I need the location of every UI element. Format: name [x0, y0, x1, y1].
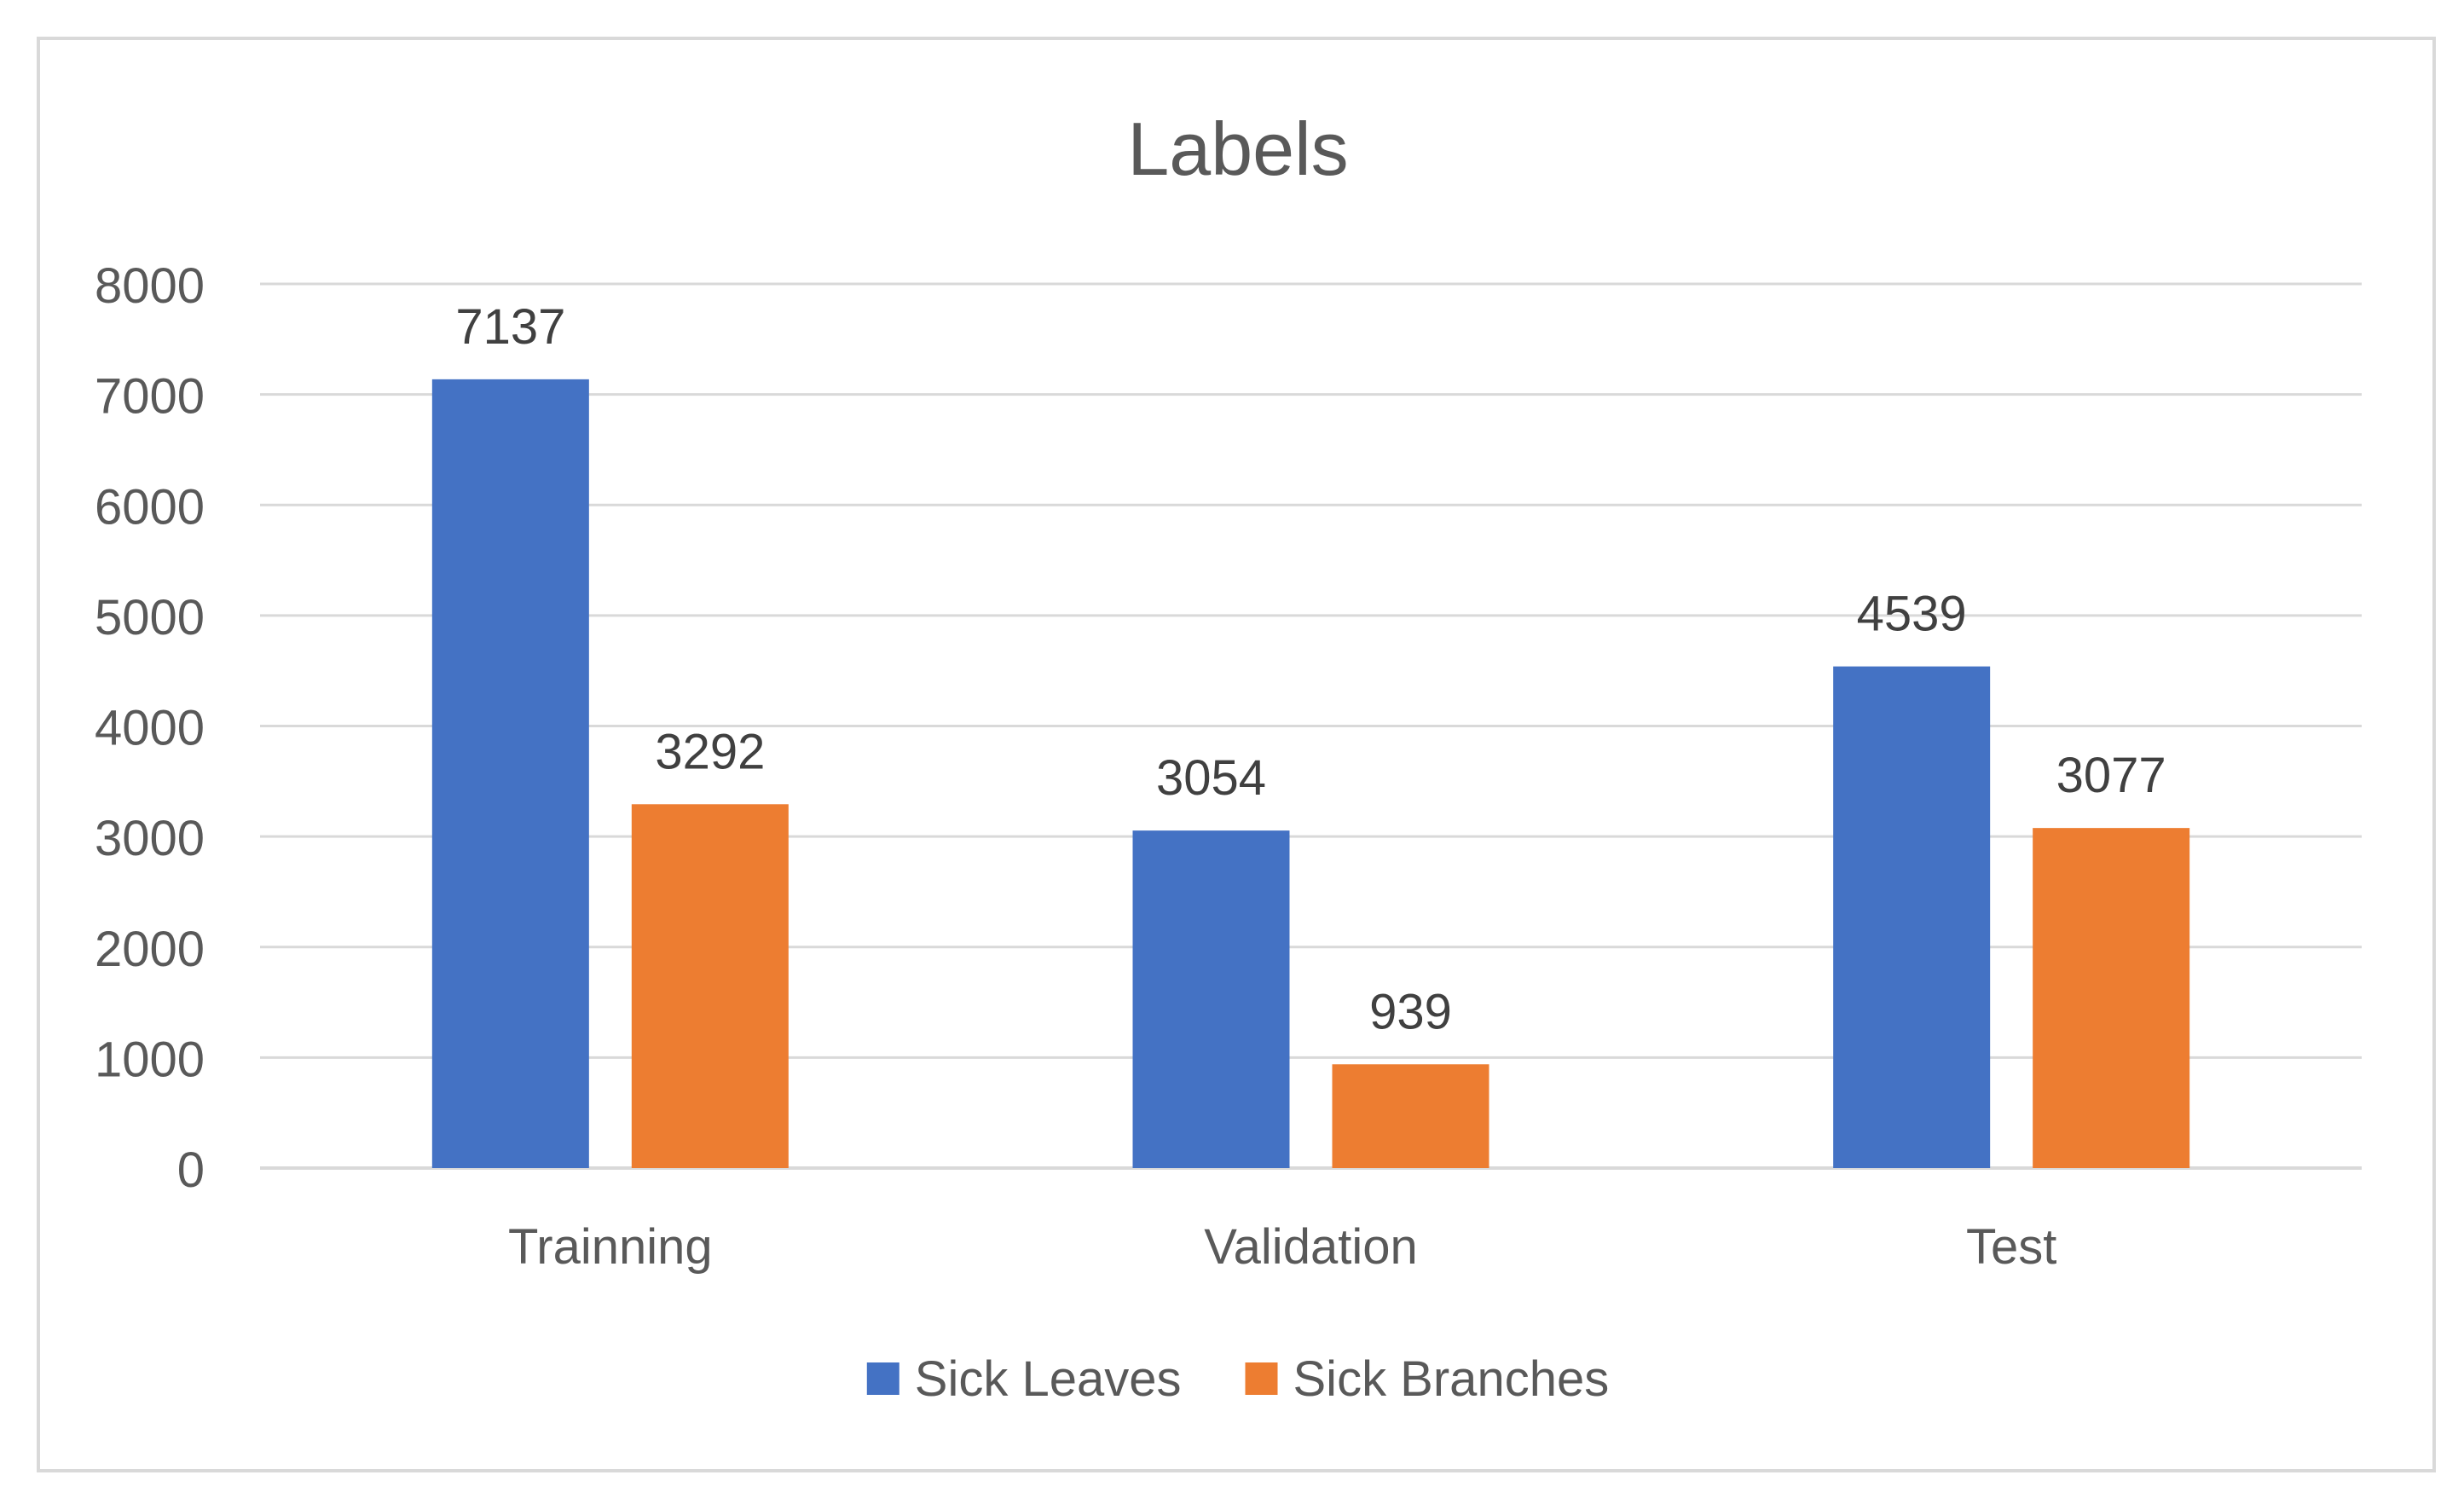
y-tick-label: 2000	[95, 922, 205, 977]
data-labels: 7137 3292 3054 939 4539 3077	[455, 299, 2166, 1039]
x-axis-ticks: Trainning Validation Test	[508, 1219, 2056, 1275]
y-tick-label: 4000	[95, 701, 205, 756]
y-tick-label: 0	[177, 1142, 205, 1198]
legend-label-sick-leaves: Sick Leaves	[915, 1351, 1182, 1407]
data-label-sick-branches-test: 3077	[2056, 748, 2166, 803]
data-label-sick-leaves-validation: 3054	[1156, 750, 1266, 806]
y-tick-label: 3000	[95, 811, 205, 866]
data-label-sick-branches-trainning: 3292	[655, 724, 765, 779]
y-tick-label: 5000	[95, 590, 205, 645]
bar-sick-leaves-trainning	[431, 379, 589, 1169]
bar-sick-branches-trainning	[631, 804, 789, 1168]
x-tick-label: Trainning	[508, 1219, 713, 1275]
legend: Sick Leaves Sick Branches	[866, 1351, 1610, 1407]
legend-item-sick-leaves: Sick Leaves	[866, 1351, 1182, 1407]
data-label-sick-leaves-test: 4539	[1857, 587, 1967, 642]
x-tick-label: Validation	[1204, 1219, 1417, 1275]
x-tick-label: Test	[1966, 1219, 2056, 1275]
legend-item-sick-branches: Sick Branches	[1245, 1351, 1610, 1407]
y-axis-ticks: 0 1000 2000 3000 4000 5000 6000 7000 8000	[95, 258, 205, 1198]
bar-sick-leaves-validation	[1132, 830, 1290, 1168]
data-label-sick-leaves-trainning: 7137	[455, 299, 565, 355]
data-label-sick-branches-validation: 939	[1369, 984, 1452, 1039]
legend-swatch-sick-leaves	[866, 1362, 899, 1395]
y-tick-label: 7000	[95, 369, 205, 425]
y-tick-label: 1000	[95, 1032, 205, 1087]
y-tick-label: 8000	[95, 258, 205, 314]
bar-sick-leaves-test	[1833, 666, 1991, 1168]
chart-title: Labels	[1127, 107, 1348, 191]
bar-sick-branches-test	[2033, 828, 2190, 1168]
bar-sick-branches-validation	[1332, 1064, 1489, 1168]
bars	[431, 379, 2190, 1169]
legend-label-sick-branches: Sick Branches	[1293, 1351, 1610, 1407]
legend-swatch-sick-branches	[1245, 1362, 1278, 1395]
y-tick-label: 6000	[95, 479, 205, 535]
gridlines	[260, 282, 2362, 1170]
